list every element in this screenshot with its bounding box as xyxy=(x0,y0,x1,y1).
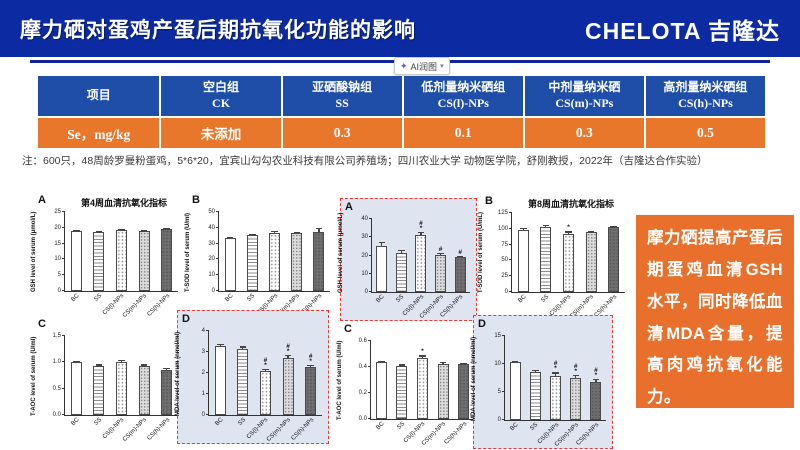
table-cell-ss: 0.3 xyxy=(282,118,402,148)
chart-week4-tsod: B T-SOD level of serum (U/ml) 0 10 20 30 40 50 B… xyxy=(185,192,336,319)
table-cell-csm: 0.3 xyxy=(524,118,644,148)
ai-button-label: AI润图 xyxy=(410,61,438,72)
conclusion-callout: 摩力硒提高产蛋后期蛋鸡血清GSH水平，同时降低血清MDA含量，提高肉鸡抗氧化能力… xyxy=(636,215,794,408)
ai-sparkle-icon: ✦ xyxy=(400,60,408,71)
chevron-down-icon: ▾ xyxy=(440,63,444,70)
chart-week4-taoc: C T-AOC level of serum (U/ml) 0.0 0.5 1.0 1.5… xyxy=(31,316,184,443)
chart-week8-gsh: A GSH level of serum (μmol/L) 0 10 20 30 40 # * #… xyxy=(338,198,477,321)
chart-week4-gsh: A 第4周血清抗氧化指标 GSH level of serum (μmol/L) 0 5… xyxy=(31,192,184,319)
table-header-cell: 项目 xyxy=(38,76,160,116)
table-header-cell: 亚硒酸钠组 SS xyxy=(282,76,402,116)
table-cell-csh: 0.5 xyxy=(645,118,765,148)
brand-logo: CHELOTA 吉隆达 xyxy=(585,17,780,44)
table-header-cell: 高剂量纳米硒组 CS(h)-NPs xyxy=(645,76,765,116)
chart-week8-tsod: B 第8周血清抗氧化指标 T-SOD level of serum (U/mL) 0 2… xyxy=(478,193,631,320)
experiment-note: 注：600只，48周龄罗曼粉蛋鸡，5*6*20，宜宾山勾勾农业科技有限公司养殖场… xyxy=(22,155,708,167)
chart-week4-mda: D MDA level of serum (nmol/ml) 0 1 2 3 4 # * # * # *… xyxy=(175,310,329,444)
experiment-groups-table: 项目 空白组 CK 亚硒酸钠组 SS 低剂量纳米硒组 CS(l)-NPs 中剂量纳米硒… xyxy=(38,76,765,148)
chart-week8-mda: D MDA level of serum (nmol/ml) 0 5 10 15 # * # * #… xyxy=(471,315,613,449)
page-title: 摩力硒对蛋鸡产蛋后期抗氧化功能的影响 xyxy=(20,18,416,42)
table-header-cell: 空白组 CK xyxy=(161,76,281,116)
ai-retouch-button[interactable]: ✦ AI润图 ▾ xyxy=(394,57,450,75)
table-header-cell: 低剂量纳米硒组 CS(l)-NPs xyxy=(403,76,523,116)
table-cell-se: Se，mg/kg xyxy=(38,118,160,148)
table-header-cell: 中剂量纳米硒 CS(m)-NPs xyxy=(524,76,644,116)
chart-week8-taoc: C T-AOC level of serum (U/ml) 0.0 0.2 0.4 0.6… xyxy=(337,321,480,447)
table-cell-ck: 未添加 xyxy=(161,118,281,148)
table-cell-csl: 0.1 xyxy=(403,118,523,148)
slide-header: 摩力硒对蛋鸡产蛋后期抗氧化功能的影响 CHELOTA 吉隆达 xyxy=(0,0,800,57)
